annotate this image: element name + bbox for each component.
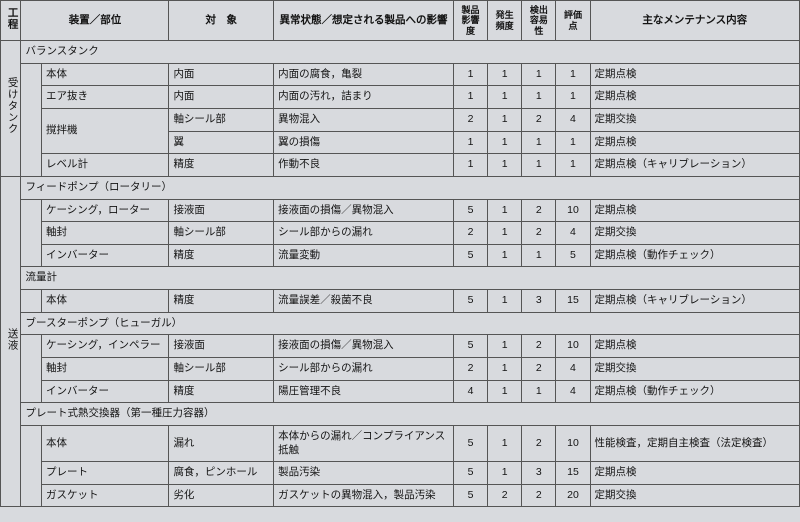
table-row: 軸封軸シール部シール部からの漏れ 2124 定期交換 [1,358,800,381]
hdr-abnormal: 異常状態／想定される製品への影響 [274,1,454,41]
hdr-process: 工程 [1,1,21,41]
maintenance-table: 工程 装置／部位 対 象 異常状態／想定される製品への影響 製品影響度 発生頻度… [0,0,800,507]
cell-detect: 1 [522,63,556,86]
table-row: ガスケット劣化ガスケットの異物混入，製品汚染 52220 定期交換 [1,484,800,507]
hdr-impact: 製品影響度 [453,1,487,41]
table-row: エア抜き内面内面の汚れ，詰まり 1111 定期点検 [1,86,800,109]
cell-abnormal: 内面の腐食，亀裂 [274,63,454,86]
section-label: バランスタンク [21,41,800,64]
process-cell: 受けタンク [1,41,21,177]
hdr-score: 評価点 [556,1,590,41]
hdr-detect: 検出容易性 [522,1,556,41]
table-row: レベル計精度作動不良 1111 定期点検（キャリブレーション） [1,154,800,177]
table-row: 軸封軸シール部シール部からの漏れ 2124 定期交換 [1,222,800,245]
cell-freq: 1 [488,63,522,86]
maintenance-table-sheet: 工程 装置／部位 対 象 異常状態／想定される製品への影響 製品影響度 発生頻度… [0,0,800,507]
cell-target: 内面 [169,63,274,86]
table-row: 撹拌機軸シール部異物混入 2124 定期交換 [1,108,800,131]
section-row: プレート式熱交換器（第一種圧力容器） [1,403,800,426]
section-row: 受けタンク バランスタンク [1,41,800,64]
process-cell: 送液 [1,176,21,507]
hdr-target: 対 象 [169,1,274,41]
section-row: 送液 フィードポンプ（ロータリー） [1,176,800,199]
cell-maint: 定期点検 [590,63,799,86]
section-label: フィードポンプ（ロータリー） [21,176,800,199]
table-row: インバーター精度陽圧管理不良 4114 定期点検（動作チェック） [1,380,800,403]
table-row: ケーシング，インペラー接液面接液面の損傷／異物混入 51210 定期点検 [1,335,800,358]
table-row: 本体精度流量誤差／殺菌不良 51315 定期点検（キャリブレーション） [1,290,800,313]
section-label: ブースターポンプ（ヒューガル） [21,312,800,335]
table-row: プレート腐食，ピンホール製品汚染 51315 定期点検 [1,462,800,485]
cell-device: 本体 [41,63,168,86]
table-row: 本体 内面 内面の腐食，亀裂 1 1 1 1 定期点検 [1,63,800,86]
section-row: 流量計 [1,267,800,290]
cell-impact: 1 [453,63,487,86]
hdr-freq: 発生頻度 [488,1,522,41]
hdr-device: 装置／部位 [21,1,169,41]
section-label: 流量計 [21,267,800,290]
cell-score: 1 [556,63,590,86]
section-row: ブースターポンプ（ヒューガル） [1,312,800,335]
table-row: 本体漏れ本体からの漏れ／コンプライアンス抵触 51210 性能検査，定期自主検査… [1,425,800,461]
table-row: インバーター精度流量変動 5115 定期点検（動作チェック） [1,244,800,267]
header-row: 工程 装置／部位 対 象 異常状態／想定される製品への影響 製品影響度 発生頻度… [1,1,800,41]
section-label: プレート式熱交換器（第一種圧力容器） [21,403,800,426]
table-row: ケーシング，ローター接液面接液面の損傷／異物混入 51210 定期点検 [1,199,800,222]
hdr-maint: 主なメンテナンス内容 [590,1,799,41]
